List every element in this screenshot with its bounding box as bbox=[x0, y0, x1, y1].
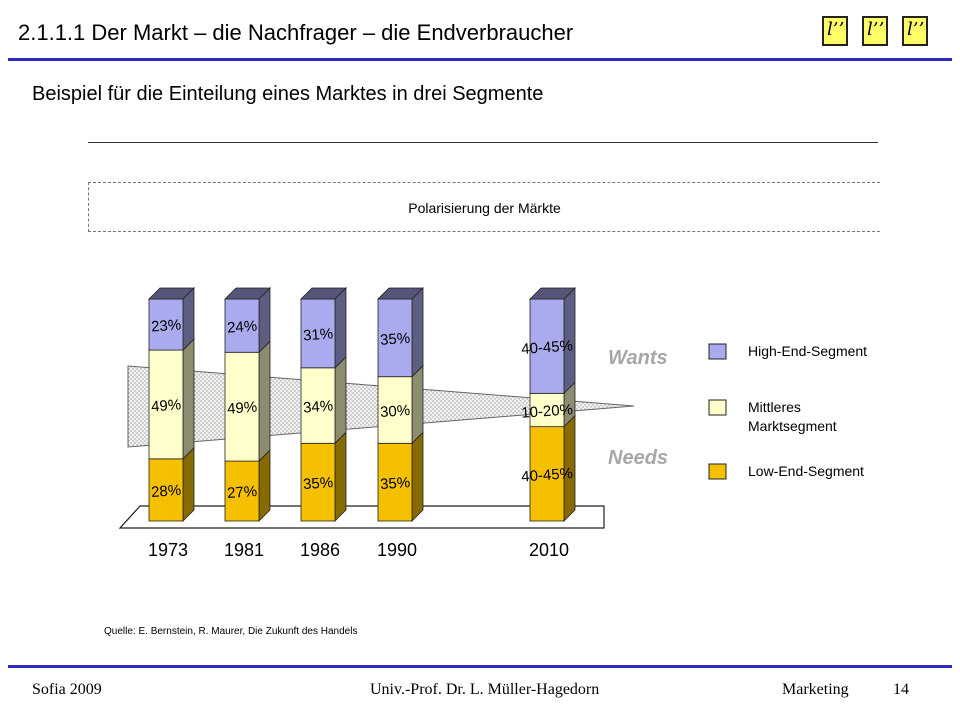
bar-side-1986-0 bbox=[334, 431, 347, 522]
bar-top-1981 bbox=[224, 287, 271, 300]
bar-segment-1986-2 bbox=[300, 298, 336, 369]
bar-side-1990-0 bbox=[411, 431, 424, 522]
bar-side-1990-1 bbox=[411, 364, 424, 445]
header-divider bbox=[8, 58, 952, 61]
x-tick-2010: 2010 bbox=[529, 540, 569, 560]
bar-segment-2010-0 bbox=[529, 426, 565, 522]
bar-side-1981-1 bbox=[258, 340, 271, 463]
bar-top-1986 bbox=[300, 287, 347, 300]
bar-label-1986-0: 35% bbox=[303, 474, 334, 493]
bar-label-2010-0: 40-45% bbox=[521, 465, 574, 486]
bar-label-1990-1: 30% bbox=[380, 402, 411, 421]
bar-label-1973-2: 23% bbox=[151, 316, 182, 335]
bar-label-1981-0: 27% bbox=[227, 483, 258, 502]
legend-swatch-high bbox=[708, 343, 727, 360]
bar-side-1973-1 bbox=[182, 338, 195, 460]
bar-label-2010-2: 40-45% bbox=[521, 337, 574, 358]
legend-label-mid-2: Marktsegment bbox=[748, 418, 837, 434]
bar-segment-2010-1 bbox=[529, 392, 565, 428]
bar-side-1986-1 bbox=[334, 355, 347, 445]
bar-label-1990-0: 35% bbox=[380, 474, 411, 493]
footer-page-number: 14 bbox=[893, 681, 909, 698]
bar-segment-1990-2 bbox=[377, 298, 413, 378]
legend-swatch-low bbox=[708, 463, 727, 480]
x-tick-1990: 1990 bbox=[377, 540, 417, 560]
bar-segment-1990-0 bbox=[377, 442, 413, 522]
legend-swatch-mid bbox=[708, 399, 727, 416]
needs-annotation: Needs bbox=[608, 447, 668, 469]
logo-group: l’’ l’’ l’’ bbox=[822, 16, 932, 50]
bar-segment-1981-0 bbox=[224, 460, 260, 522]
university-logo-icon: l’’ bbox=[862, 16, 888, 46]
bar-top-1990 bbox=[377, 287, 424, 300]
bar-segment-1973-0 bbox=[148, 458, 184, 522]
bar-label-1986-1: 34% bbox=[303, 398, 334, 417]
bar-label-2010-1: 10-20% bbox=[521, 401, 574, 422]
chart-title: Polarisierung der Märkte bbox=[408, 200, 561, 216]
slide-title: 2.1.1.1 Der Markt – die Nachfrager – die… bbox=[18, 20, 574, 45]
university-logo-icon: l’’ bbox=[822, 16, 848, 46]
legend-label-low: Low-End-Segment bbox=[748, 463, 864, 479]
chart-legend: High-End-Segment Mittleres Marktsegment … bbox=[708, 343, 867, 480]
bar-side-1990-2 bbox=[411, 287, 424, 378]
bar-label-1973-0: 28% bbox=[151, 482, 182, 501]
footer-divider bbox=[8, 665, 952, 668]
bar-segment-1986-1 bbox=[300, 367, 336, 444]
legend-label-high: High-End-Segment bbox=[748, 343, 867, 359]
chart-title-box: Polarisierung der Märkte bbox=[88, 182, 880, 232]
bar-label-1990-2: 35% bbox=[380, 330, 411, 349]
university-logo-icon: l’’ bbox=[902, 16, 928, 46]
footer-course: Marketing bbox=[782, 681, 849, 698]
bar-segment-1981-1 bbox=[224, 351, 260, 462]
bar-side-1981-0 bbox=[258, 449, 271, 522]
footer-location: Sofia 2009 bbox=[32, 681, 102, 698]
legend-label-mid-1: Mittleres bbox=[748, 399, 801, 415]
bar-top-1973 bbox=[148, 287, 195, 300]
wants-annotation: Wants bbox=[608, 347, 668, 369]
x-tick-1981: 1981 bbox=[224, 540, 264, 560]
bar-label-1981-1: 49% bbox=[227, 399, 258, 418]
bar-label-1986-2: 31% bbox=[303, 325, 334, 344]
bar-top-2010 bbox=[529, 287, 576, 300]
bar-side-1973-0 bbox=[182, 446, 195, 522]
footer-author: Univ.-Prof. Dr. L. Müller-Hagedorn bbox=[370, 681, 600, 698]
bar-label-1981-2: 24% bbox=[227, 318, 258, 337]
x-tick-1973: 1973 bbox=[148, 540, 188, 560]
chart-top-rule bbox=[88, 142, 878, 143]
bar-side-1986-2 bbox=[334, 287, 347, 369]
bar-segment-1990-1 bbox=[377, 376, 413, 444]
x-tick-1986: 1986 bbox=[300, 540, 340, 560]
slide-subtitle: Beispiel für die Einteilung eines Markte… bbox=[32, 83, 544, 105]
source-note: Quelle: E. Bernstein, R. Maurer, Die Zuk… bbox=[104, 626, 358, 637]
bar-label-1973-1: 49% bbox=[151, 396, 182, 415]
